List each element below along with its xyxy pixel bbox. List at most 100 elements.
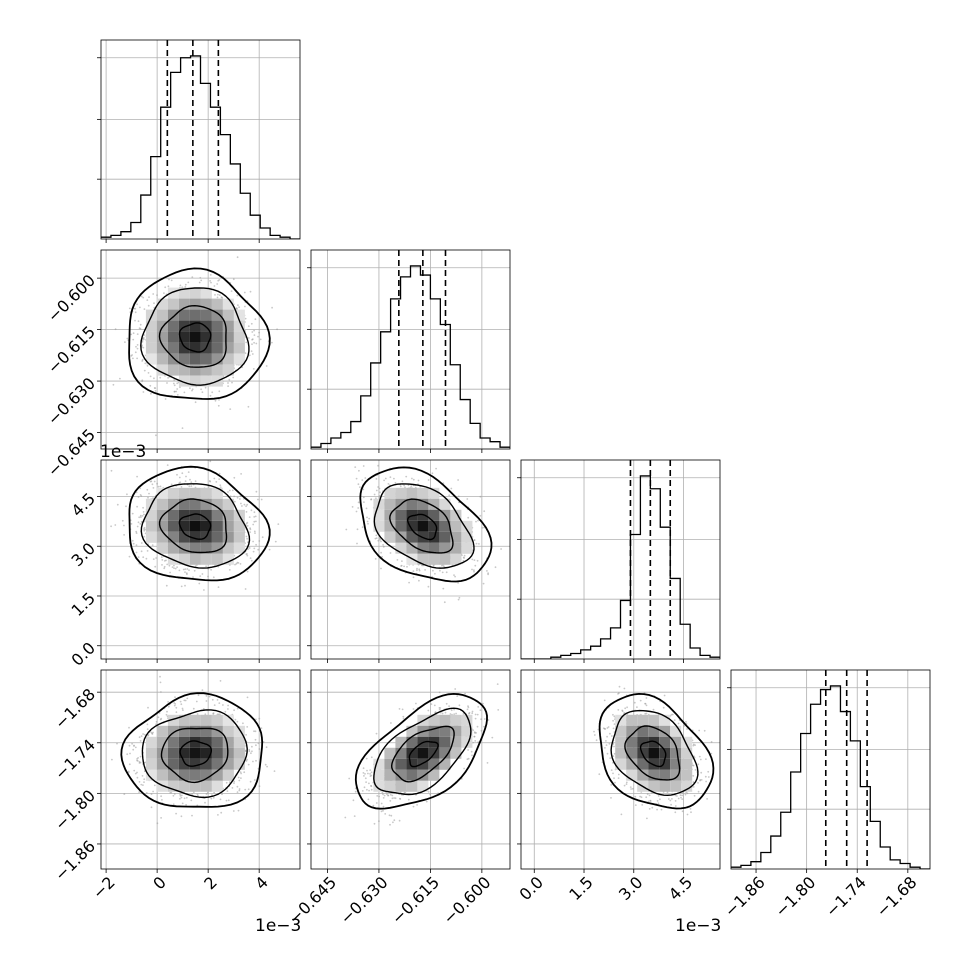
scatter-point	[239, 563, 242, 565]
scatter-point	[143, 778, 146, 781]
density-cell	[145, 758, 157, 770]
scatter-point	[193, 569, 196, 572]
scatter-point	[146, 364, 149, 367]
density-cell	[222, 353, 234, 365]
density-cell	[384, 780, 396, 792]
density-cell	[167, 364, 179, 376]
scatter-point	[151, 732, 154, 735]
scatter-point	[254, 318, 257, 321]
density-content	[311, 460, 510, 659]
scatter-point	[356, 528, 359, 531]
scatter-point	[392, 821, 394, 824]
density-content	[521, 670, 720, 869]
scatter-point	[191, 793, 194, 795]
scatter-point	[194, 401, 197, 404]
density-cell	[428, 553, 440, 565]
scatter-point	[140, 783, 143, 786]
scatter-point	[491, 736, 494, 739]
scatter-point	[244, 305, 246, 308]
scatter-point	[191, 276, 194, 278]
scatter-point	[202, 708, 205, 710]
scatter-point	[652, 708, 655, 711]
contour-line-1	[160, 727, 229, 784]
scatter-point	[142, 511, 145, 513]
scatter-point	[250, 322, 253, 325]
scatter-point	[121, 519, 124, 522]
scatter-point	[474, 564, 477, 567]
density-cell	[222, 498, 234, 510]
density-cell	[167, 498, 179, 510]
scatter-point	[159, 376, 162, 379]
scatter-point	[466, 498, 469, 500]
scatter-point	[412, 576, 415, 579]
scatter-point	[482, 582, 485, 585]
scatter-point	[393, 797, 395, 799]
scatter-point	[255, 744, 257, 747]
scatter-point	[135, 551, 138, 554]
density-cell	[211, 780, 223, 792]
scatter-point	[251, 331, 254, 333]
scatter-point	[236, 785, 239, 788]
scatter-point	[149, 384, 152, 387]
density-cell	[648, 769, 660, 781]
scatter-point	[359, 486, 361, 488]
scatter-point	[218, 390, 221, 393]
scatter-point	[174, 567, 177, 570]
scatter-point	[250, 559, 253, 562]
scatter-point	[685, 791, 688, 794]
scatter-point	[258, 540, 261, 542]
scatter-point	[188, 485, 191, 488]
scatter-point	[201, 573, 204, 575]
scatter-point	[147, 734, 150, 736]
panel-frame	[100, 669, 301, 870]
scatter-point	[265, 746, 268, 749]
density-cell	[626, 747, 638, 759]
scatter-point	[136, 776, 139, 779]
scatter-point	[140, 516, 142, 518]
scatter-point	[156, 294, 158, 296]
scatter-point	[252, 523, 255, 526]
scatter-point	[274, 540, 277, 543]
scatter-point	[646, 793, 649, 795]
scatter-point	[252, 760, 254, 763]
scatter-point	[189, 478, 191, 481]
scatter-point	[258, 717, 261, 720]
density-cell	[200, 353, 212, 365]
density-cell	[200, 309, 212, 321]
scatter-point	[669, 799, 672, 802]
density-cell	[156, 520, 168, 532]
scatter-point	[180, 815, 183, 818]
density-cell	[156, 758, 168, 770]
scatter-point	[251, 745, 253, 748]
scatter-point	[467, 749, 469, 751]
scatter-point	[603, 699, 606, 702]
density-cell	[428, 509, 440, 521]
density-cell	[428, 758, 440, 770]
scatter-point	[138, 736, 141, 739]
scatter-point	[236, 256, 239, 259]
contour-line-3	[598, 692, 715, 810]
density-cell	[211, 498, 223, 510]
scatter-point	[602, 727, 605, 730]
scatter-point	[389, 800, 392, 802]
scatter-point	[253, 730, 255, 733]
density-cell	[211, 725, 223, 737]
scatter-point	[137, 521, 140, 524]
density-cell	[450, 531, 462, 543]
scatter-point	[430, 703, 433, 705]
scatter-point	[135, 532, 138, 534]
contour-line-3	[354, 692, 488, 810]
density-cell	[211, 769, 223, 781]
scatter-point	[689, 808, 692, 810]
scatter-point	[210, 797, 213, 800]
scatter-point	[191, 814, 193, 817]
scatter-point	[147, 706, 149, 709]
scatter-point	[478, 543, 480, 545]
scatter-point	[645, 697, 648, 699]
scatter-point	[614, 781, 616, 784]
scatter-point	[483, 718, 486, 720]
scatter-point	[219, 680, 222, 682]
density-cell	[178, 287, 190, 299]
scatter-point	[241, 505, 243, 507]
scatter-point	[219, 484, 222, 487]
